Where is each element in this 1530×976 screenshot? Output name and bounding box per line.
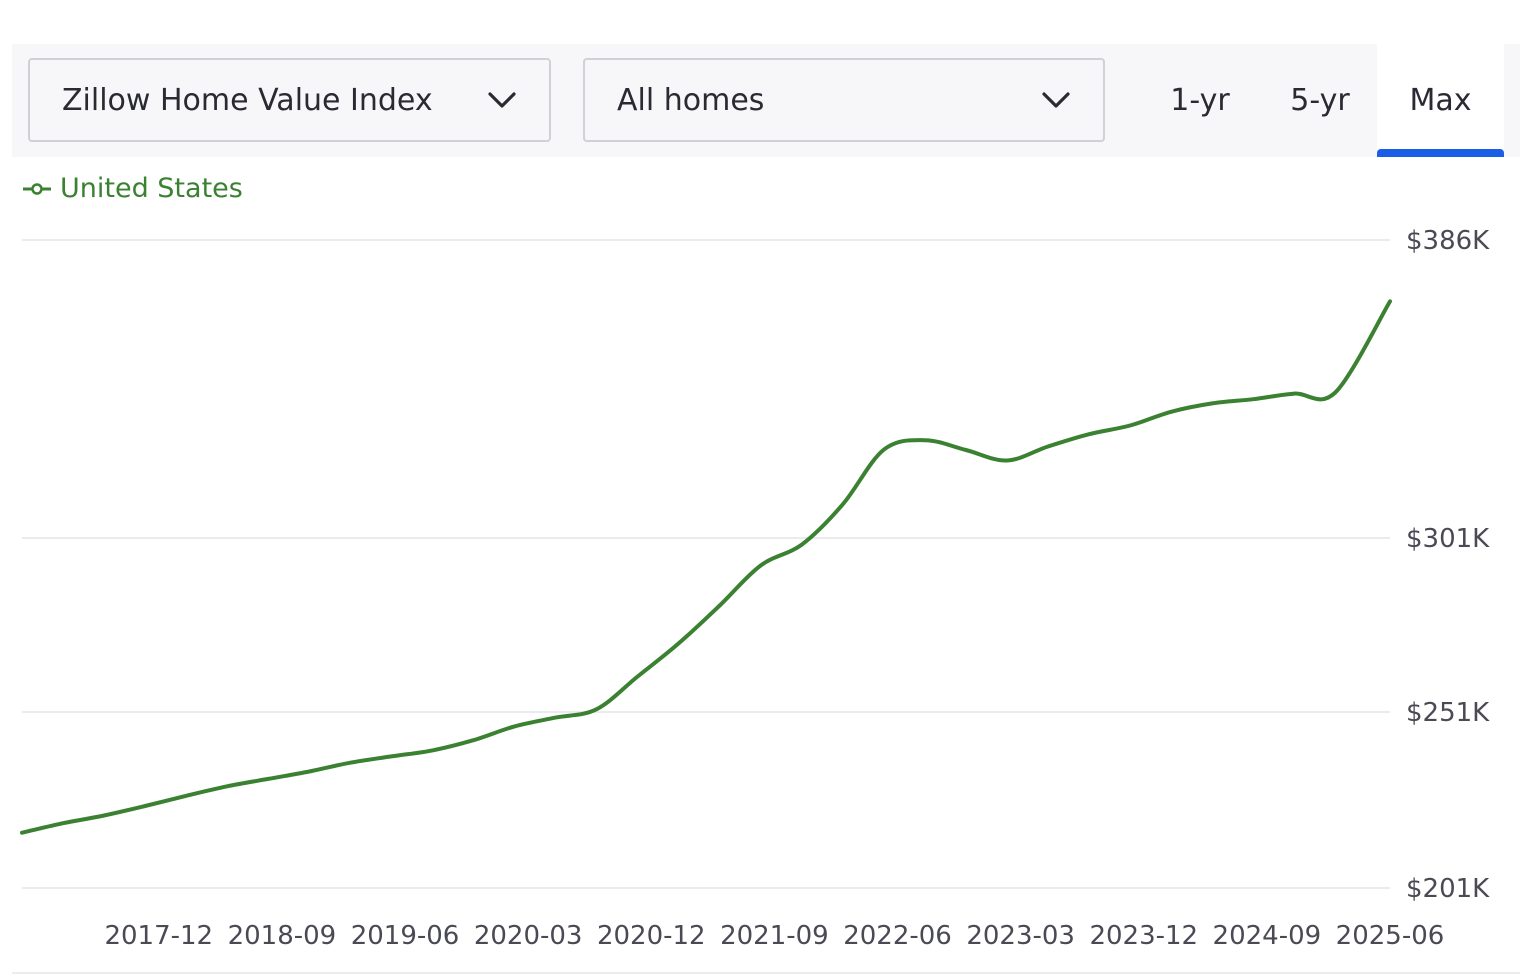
x-tick-label: 2025-06 xyxy=(1336,921,1445,951)
x-tick-label: 2023-12 xyxy=(1089,921,1198,951)
y-tick-label: $201K xyxy=(1406,874,1490,904)
home-type-select-label: All homes xyxy=(617,82,765,118)
chevron-down-icon xyxy=(1041,85,1071,115)
tab-5-yr[interactable]: 5-yr xyxy=(1270,44,1370,157)
x-tick-label: 2024-09 xyxy=(1213,921,1322,951)
x-tick-label: 2017-12 xyxy=(104,921,213,951)
x-tick-label: 2022-06 xyxy=(843,921,952,951)
metric-select-label: Zillow Home Value Index xyxy=(62,82,433,118)
series-line xyxy=(20,299,1392,835)
metric-select[interactable]: Zillow Home Value Index xyxy=(28,58,551,142)
tab-max[interactable]: Max xyxy=(1377,44,1504,157)
x-tick-label: 2023-03 xyxy=(966,921,1075,951)
y-tick-label: $301K xyxy=(1406,524,1490,554)
divider xyxy=(12,972,1520,974)
x-tick-label: 2019-06 xyxy=(351,921,460,951)
x-tick-label: 2020-03 xyxy=(474,921,583,951)
x-tick-label: 2018-09 xyxy=(228,921,337,951)
chart-toolbar: Zillow Home Value Index All homes 1-yr 5… xyxy=(12,44,1520,157)
y-tick-label: $386K xyxy=(1406,226,1490,256)
line-marker-icon xyxy=(22,173,52,204)
tab-label: 1-yr xyxy=(1170,83,1230,118)
tab-1-yr[interactable]: 1-yr xyxy=(1150,44,1250,157)
legend-label: United States xyxy=(60,172,243,204)
x-tick-label: 2020-12 xyxy=(597,921,706,951)
tab-label: Max xyxy=(1409,83,1472,118)
home-type-select[interactable]: All homes xyxy=(583,58,1105,142)
x-tick-label: 2021-09 xyxy=(720,921,829,951)
chart-legend[interactable]: United States xyxy=(22,170,243,206)
tab-label: 5-yr xyxy=(1290,83,1350,118)
chevron-down-icon xyxy=(487,85,517,115)
y-tick-label: $251K xyxy=(1406,698,1490,728)
active-tab-indicator xyxy=(1377,149,1504,157)
